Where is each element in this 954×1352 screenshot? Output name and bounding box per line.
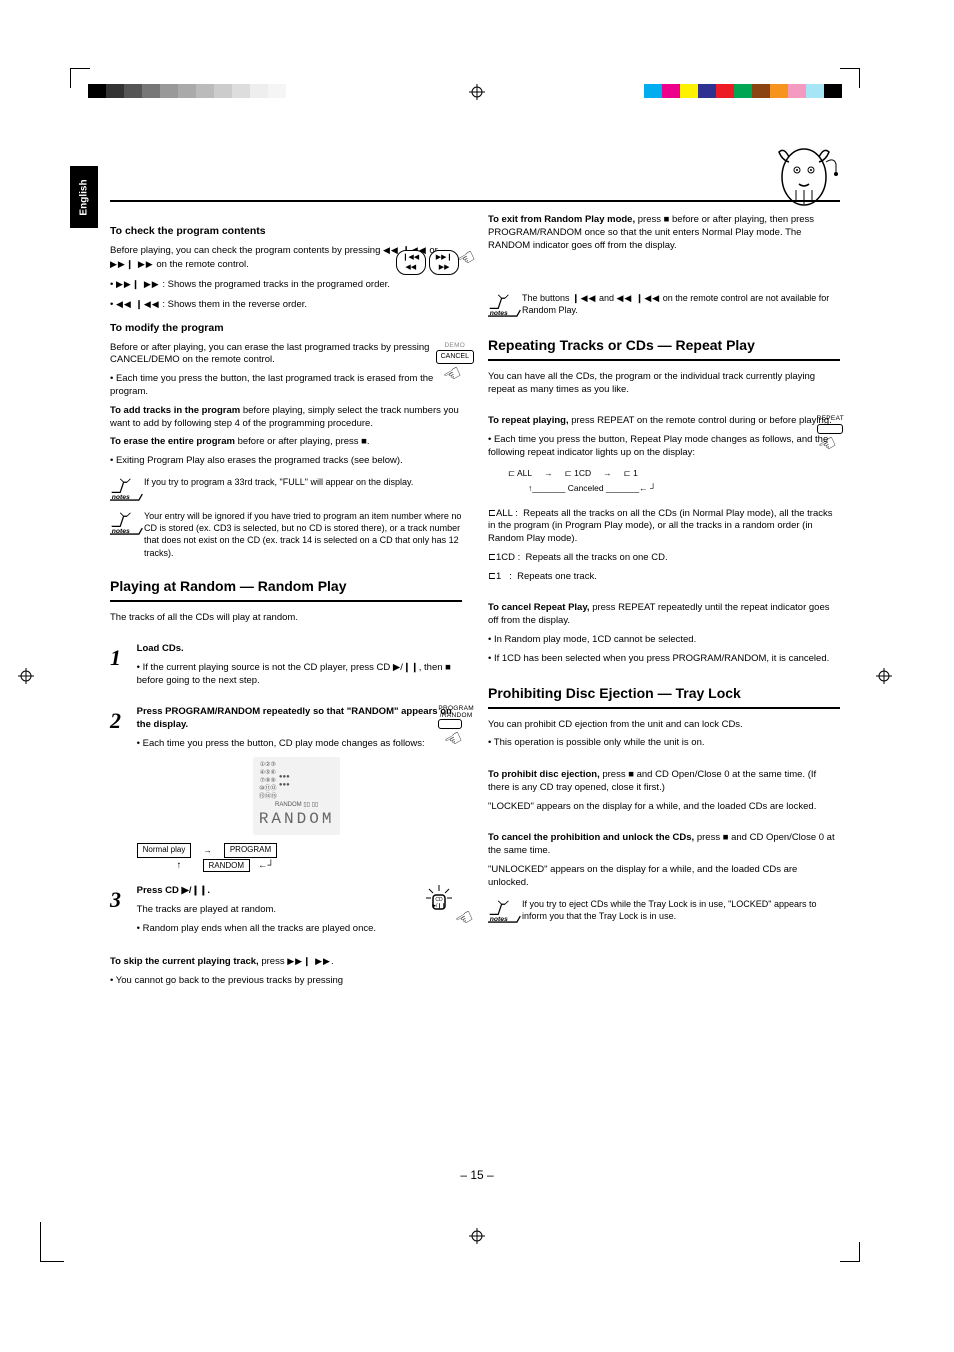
crop-mark xyxy=(840,1242,860,1262)
body-text: To skip the current playing track, press… xyxy=(110,955,462,969)
step-1: 1 Load CDs. • If the current playing sou… xyxy=(110,643,462,693)
note-block: notes Your entry will be ignored if you … xyxy=(110,510,462,559)
repeat-play-title: Repeating Tracks or CDs — Repeat Play xyxy=(488,336,840,361)
step-2: 2 Press PROGRAM/RANDOM repeatedly so tha… xyxy=(110,706,462,872)
svg-text:▶/❙❙: ▶/❙❙ xyxy=(433,903,447,909)
crop-mark xyxy=(40,1222,64,1262)
forward-icon: ▶▶❙ ▶▶ xyxy=(110,259,154,269)
body-text: To erase the entire program before or af… xyxy=(110,436,462,449)
step-3: 3 Press CD ▶/❙❙. The tracks are played a… xyxy=(110,885,462,941)
hand-pointer-icon: ☜ xyxy=(814,429,843,461)
body-text: • This operation is possible only while … xyxy=(488,737,840,750)
check-program-heading: To check the program contents xyxy=(110,224,462,238)
body-text: ⊏1CD : Repeats all the tracks on one CD. xyxy=(488,552,840,565)
body-text: ⊏ALL : Repeats all the tracks on all the… xyxy=(488,508,840,546)
note-block: notes If you try to eject CDs while the … xyxy=(488,898,840,924)
body-text: • Exiting Program Play also erases the p… xyxy=(110,455,462,468)
notes-icon: notes xyxy=(488,292,522,318)
body-text: • ▶▶❙ ▶▶ : Shows the programed tracks in… xyxy=(110,278,462,292)
body-text: • In Random play mode, 1CD cannot be sel… xyxy=(488,634,840,647)
hand-pointer-icon: ☜ xyxy=(440,725,469,757)
notes-icon: notes xyxy=(110,476,144,502)
body-text: You can prohibit CD ejection from the un… xyxy=(488,719,840,732)
body-text: You can have all the CDs, the program or… xyxy=(488,371,840,397)
body-text: Before or after playing, you can erase t… xyxy=(110,342,462,368)
repeat-cycle-return: ↑_______ Canceled _______← ┘ xyxy=(528,483,840,494)
remote-buttons-illustration: ❙◀◀◀◀ ▶▶❙▶▶ ☜ xyxy=(396,248,477,275)
body-text: • Each time you press the button, the la… xyxy=(110,373,462,399)
repeat-cycle-diagram: ⊏ ALL→ ⊏ 1CD→ ⊏ 1 xyxy=(508,468,840,479)
body-text: To prohibit disc ejection, press ■ and C… xyxy=(488,769,840,795)
hand-pointer-icon: ☜ xyxy=(438,359,467,391)
body-text: To repeat playing, press REPEAT on the r… xyxy=(488,415,840,428)
registration-mark xyxy=(469,1228,485,1244)
body-text: • You cannot go back to the previous tra… xyxy=(110,975,462,988)
repeat-button-illustration: REPEAT ☜ xyxy=(817,415,844,459)
modify-program-heading: To modify the program xyxy=(110,321,462,335)
random-play-title: Playing at Random — Random Play xyxy=(110,577,462,602)
crop-mark xyxy=(840,68,860,88)
mode-cycle-diagram: Normal play→ PROGRAM xyxy=(137,843,457,858)
note-block: notes The buttons ❙◀◀ and ◀◀ ❙◀◀ on the … xyxy=(488,292,840,318)
body-text: The tracks of all the CDs will play at r… xyxy=(110,612,462,625)
crop-mark xyxy=(70,68,90,88)
page-number: – 15 – xyxy=(460,1168,493,1182)
body-text: • ◀◀ ❙◀◀ : Shows them in the reverse ord… xyxy=(110,298,462,312)
body-text: • Each time you press the button, Repeat… xyxy=(488,434,840,460)
registration-mark xyxy=(18,668,34,684)
registration-mark xyxy=(876,668,892,684)
notes-icon: notes xyxy=(488,898,522,924)
language-tab: English xyxy=(70,166,98,228)
display-panel: ①②③④⑤⑥⑦⑧⑨⑩⑪⑫⑬⑭⑮ ●●●●●● RANDOM ▯▯ ▯▯ RAND… xyxy=(253,757,341,835)
body-text: To cancel Repeat Play, press REPEAT repe… xyxy=(488,602,840,628)
body-text: "UNLOCKED" appears on the display for a … xyxy=(488,864,840,890)
body-text: "LOCKED" appears on the display for a wh… xyxy=(488,801,840,814)
cancel-button-illustration: DEMO CANCEL ☜ xyxy=(436,342,474,389)
hand-pointer-icon: ☜ xyxy=(451,904,480,936)
tray-lock-title: Prohibiting Disc Ejection — Tray Lock xyxy=(488,684,840,709)
note-block: notes If you try to program a 33rd track… xyxy=(110,476,462,502)
registration-mark xyxy=(469,84,485,100)
body-text: To cancel the prohibition and unlock the… xyxy=(488,832,840,858)
program-random-button-illustration: PROGRAM /RANDOM ☜ xyxy=(438,706,474,754)
body-text: To exit from Random Play mode, press ■ b… xyxy=(488,214,840,252)
notes-icon: notes xyxy=(110,510,144,536)
grayscale-strip xyxy=(88,84,286,98)
cd-play-button-illustration: CD▶/❙❙ ☜ xyxy=(421,885,474,933)
color-calibration-strip xyxy=(644,84,842,98)
body-text: To add tracks in the program before play… xyxy=(110,405,462,431)
body-text: ⊏1 : Repeats one track. xyxy=(488,571,840,584)
body-text: • If 1CD has been selected when you pres… xyxy=(488,653,840,666)
